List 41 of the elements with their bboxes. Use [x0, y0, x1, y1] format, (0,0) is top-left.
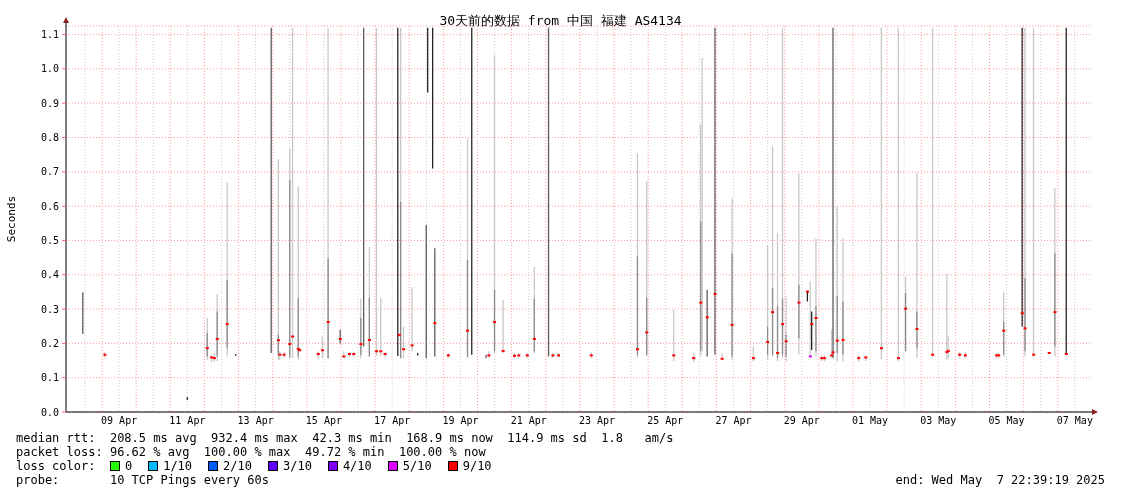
x-tick-label: 07 May — [1056, 415, 1093, 427]
y-tick-label: 1.1 — [40, 29, 59, 41]
y-tick-label: 0.3 — [40, 303, 59, 315]
legend-label: 2/10 — [223, 459, 252, 473]
x-tick-label: 17 Apr — [374, 415, 411, 427]
text: probe: 10 TCP Pings every 60s — [16, 473, 269, 487]
y-tick-label: 0.1 — [40, 372, 59, 384]
x-tick-label: 09 Apr — [101, 415, 138, 427]
text: end: Wed May 7 22:39:19 2025 — [895, 473, 1105, 487]
y-tick-label: 0.6 — [40, 200, 59, 212]
x-tick-label: 21 Apr — [510, 415, 547, 427]
x-tick-label: 03 May — [920, 415, 957, 427]
y-tick-label: 0.5 — [40, 234, 59, 246]
legend-label: 9/10 — [462, 459, 492, 473]
legend-label: 0 — [124, 459, 133, 473]
x-tick-label: 29 Apr — [783, 415, 820, 427]
text: median rtt: 208.5 ms avg 932.4 ms max 42.3 ms min 168.9 ms now 114.9 ms sd 1.8 am/s — [16, 431, 675, 445]
x-tick-label: 25 Apr — [647, 415, 684, 427]
y-tick-label: 0.2 — [40, 337, 59, 349]
legend-title: loss color: — [16, 459, 96, 473]
legend-label: 4/10 — [342, 459, 372, 473]
y-tick-label: 0.7 — [40, 166, 59, 178]
y-tick-label: 0.4 — [40, 269, 59, 281]
text: packet loss: 96.62 % avg 100.00 % max 49.72 % min 100.00 % now — [16, 445, 487, 459]
y-axis-title: Seconds — [4, 195, 18, 243]
y-tick-label: 0.8 — [40, 132, 59, 144]
x-tick-label: 01 May — [851, 415, 889, 427]
y-tick-label: 0.0 — [40, 406, 59, 418]
legend-label: 3/10 — [282, 459, 312, 473]
legend-label: 1/10 — [163, 459, 193, 473]
x-tick-label: 27 Apr — [715, 415, 752, 427]
x-tick-label: 19 Apr — [442, 415, 479, 427]
x-tick-label: 13 Apr — [237, 415, 274, 427]
x-tick-label: 23 Apr — [578, 415, 616, 427]
x-tick-label: 05 May — [988, 415, 1025, 427]
y-tick-label: 0.9 — [40, 97, 59, 109]
legend-label: 5/10 — [402, 459, 432, 473]
chart-title: 30天前的数据 from 中国 福建 AS4134 — [438, 13, 683, 28]
x-tick-label: 15 Apr — [305, 415, 342, 427]
y-tick-label: 1.0 — [40, 63, 59, 75]
x-tick-label: 11 Apr — [169, 415, 206, 427]
